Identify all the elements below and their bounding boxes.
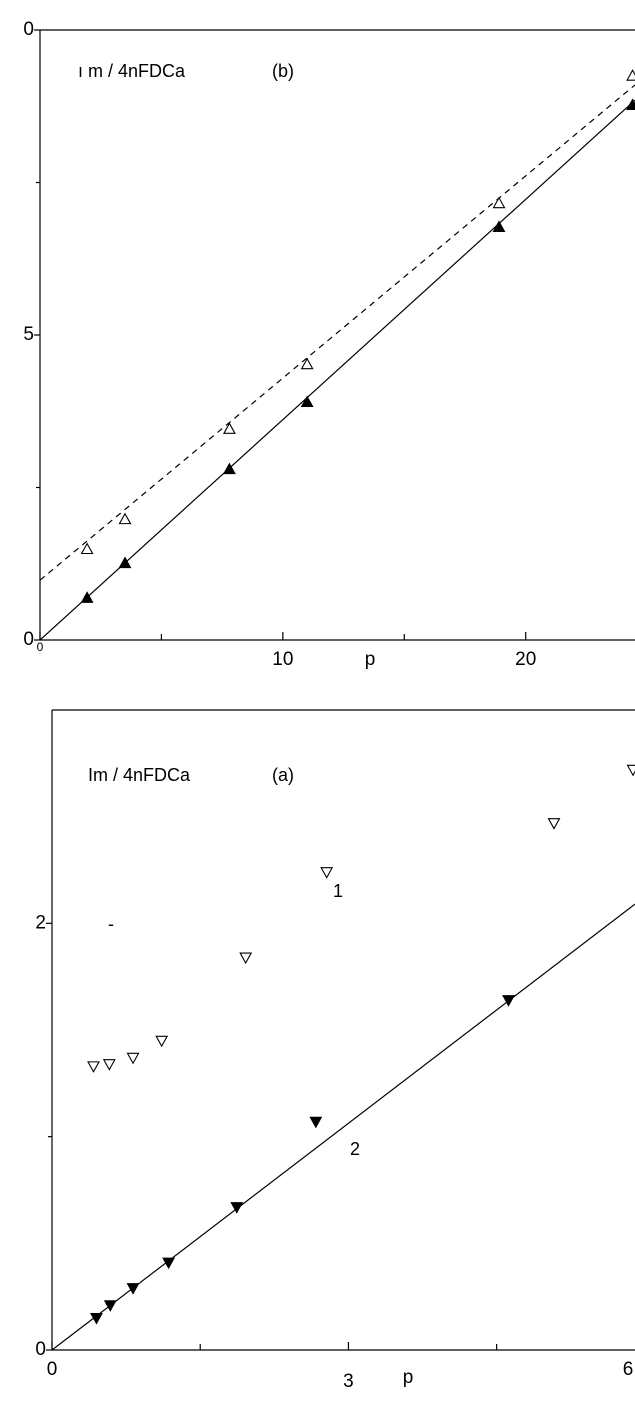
x-tick-label: 0 <box>47 1359 58 1380</box>
annotation: Im / 4nFDCa <box>88 765 191 785</box>
annotation: (b) <box>272 61 294 81</box>
data-point <box>239 952 253 965</box>
y-tick-label: 2 <box>35 912 46 933</box>
annotation: ı m / 4nFDCa <box>78 61 186 81</box>
x-tick-label: 3 <box>343 1371 354 1392</box>
y-tick-label: 0 <box>23 19 34 40</box>
data-point <box>309 1116 323 1129</box>
data-point <box>126 1052 140 1065</box>
y-tick-label: 5 <box>23 324 34 345</box>
data-point <box>626 69 635 81</box>
x-tick-label: 0 <box>37 640 44 654</box>
data-point <box>300 395 314 408</box>
fit-line <box>39 99 635 641</box>
data-point <box>80 542 94 555</box>
data-point <box>492 196 506 209</box>
data-point <box>320 867 334 879</box>
x-axis-label: p <box>365 649 376 670</box>
x-tick-label: 20 <box>515 649 536 670</box>
data-point <box>626 764 635 777</box>
x-tick-label: 6 <box>623 1359 634 1380</box>
data-point <box>222 422 236 434</box>
y-tick-label: 0 <box>23 629 34 650</box>
data-point <box>230 1202 244 1214</box>
data-point <box>87 1061 100 1073</box>
annotation: 2 <box>350 1139 360 1159</box>
data-point <box>300 357 314 370</box>
data-point <box>547 818 561 830</box>
annotation: 1 <box>333 881 343 901</box>
data-point <box>102 1059 116 1071</box>
annotation: (a) <box>272 765 294 785</box>
data-point <box>118 512 132 525</box>
fit-line <box>51 903 635 1351</box>
annotation: - <box>108 914 114 934</box>
fit-line <box>39 84 635 581</box>
x-axis-label: p <box>403 1367 414 1388</box>
x-tick-label: 10 <box>272 649 293 670</box>
data-point <box>155 1035 169 1048</box>
y-tick-label: 0 <box>35 1339 46 1360</box>
